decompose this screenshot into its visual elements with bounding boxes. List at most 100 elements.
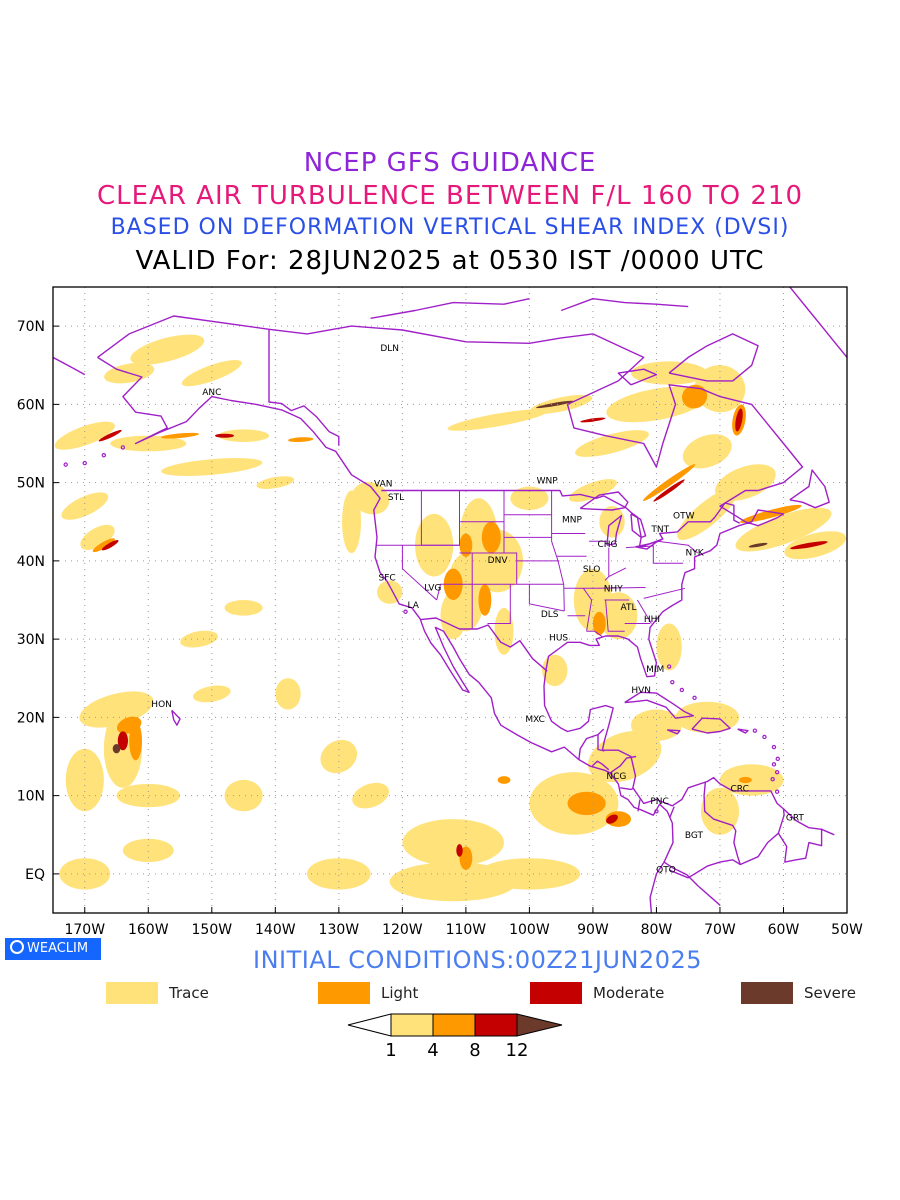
trace-area — [122, 838, 174, 863]
weaclim-badge: WEACLIM — [5, 938, 101, 960]
great-lakes-michigan — [606, 514, 623, 546]
greenland-coast — [788, 287, 847, 358]
station-otw: OTW — [673, 512, 695, 522]
lat-tick-label: 40N — [17, 554, 45, 570]
station-hhi: HHI — [644, 615, 660, 625]
moderate-area — [735, 408, 743, 432]
station-ncg: NCG — [606, 772, 626, 782]
lon-tick-label: 120W — [382, 922, 423, 938]
lat-tick-label: EQ — [25, 867, 45, 883]
trace-area — [447, 409, 548, 431]
station-hvn: HVN — [631, 686, 651, 696]
trace-area — [402, 819, 505, 867]
island — [762, 734, 767, 740]
light-area — [567, 791, 606, 816]
trace-area — [682, 434, 732, 469]
legend-label: Trace — [169, 984, 209, 1002]
colorbar-tick-label: 12 — [506, 1040, 529, 1061]
trace-area — [192, 685, 231, 703]
state-boundary — [652, 545, 684, 564]
station-dls: DLS — [541, 610, 559, 620]
colorbar-bin — [474, 1013, 518, 1037]
light-area — [592, 611, 606, 636]
trace-area — [351, 482, 390, 515]
trace-area — [735, 507, 832, 552]
trace-area — [494, 607, 514, 655]
state-boundary — [487, 584, 511, 624]
hudson-bay-islands — [617, 368, 658, 386]
station-mnp: MNP — [562, 516, 582, 526]
initial-conditions: INITIAL CONDITIONS:00Z21JUN2025 — [252, 946, 703, 974]
colombia-venezuela-border — [703, 781, 741, 865]
legend-swatch — [741, 982, 793, 1004]
island — [63, 462, 68, 467]
trace-area — [181, 359, 242, 387]
severe-area — [535, 400, 574, 409]
station-dnv: DNV — [488, 556, 509, 566]
island — [679, 687, 685, 693]
station-atl: ATL — [621, 603, 637, 613]
turbulence-field — [54, 334, 847, 902]
lat-tick-label: 10N — [17, 789, 45, 805]
station-la: LA — [408, 601, 420, 611]
trace-area — [59, 858, 111, 890]
colorbar-tick-label: 4 — [427, 1040, 438, 1061]
island — [654, 809, 659, 814]
moderate-area — [653, 479, 685, 502]
trace-area — [568, 479, 617, 502]
central-america-borders-5 — [637, 799, 641, 812]
trace-area — [342, 490, 361, 554]
station-crc: CRC — [731, 785, 749, 795]
light-area — [129, 721, 143, 761]
newfoundland — [789, 469, 830, 509]
state-boundary — [586, 630, 603, 638]
island — [82, 460, 87, 466]
panama-colombia-border — [669, 806, 675, 818]
state-boundary — [582, 588, 593, 632]
station-qto: QTO — [656, 865, 676, 875]
puerto-rico — [737, 728, 749, 734]
station-nyk: NYK — [686, 548, 705, 558]
lon-tick-label: 140W — [255, 922, 296, 938]
colorbar-tick-label: 8 — [469, 1040, 480, 1061]
trace-area — [478, 858, 581, 890]
lon-tick-label: 50W — [831, 922, 863, 938]
light-area — [160, 432, 200, 439]
legend-swatch — [530, 982, 582, 1004]
light-area — [288, 437, 314, 442]
us-mexico-border — [420, 617, 548, 672]
legend-label: Severe — [804, 984, 856, 1002]
trace-area — [542, 654, 568, 687]
title-valid-time: VALID For: 28JUN2025 at 0530 IST /0000 U… — [135, 246, 765, 276]
bering-coast — [53, 356, 86, 376]
light-area — [739, 776, 752, 784]
central-america-borders-2 — [591, 760, 610, 771]
legend-swatch — [318, 982, 370, 1004]
moderate-area — [215, 433, 234, 438]
title-model: NCEP GFS GUIDANCE — [303, 148, 597, 178]
state-boundary — [401, 545, 438, 601]
trace-area — [116, 783, 181, 808]
station-wnp: WNP — [537, 476, 559, 486]
island — [771, 762, 777, 767]
trace-area — [320, 739, 358, 774]
colorbar-low-end — [347, 1013, 392, 1037]
lon-tick-label: 130W — [319, 922, 360, 938]
arctic-islands-2 — [560, 298, 689, 312]
cuba — [624, 691, 694, 719]
island — [775, 756, 780, 762]
great-lakes-superior — [579, 491, 629, 511]
island — [774, 769, 780, 775]
political-boundaries — [53, 287, 847, 913]
logo-icon — [10, 940, 24, 954]
light-area — [92, 538, 115, 553]
lat-tick-label: 20N — [17, 710, 45, 726]
lon-tick-label: 110W — [446, 922, 487, 938]
pacific-coast — [97, 356, 674, 913]
colorbar-tick-label: 1 — [385, 1040, 396, 1061]
station-stl: STL — [388, 493, 404, 503]
station-grt: GRT — [786, 814, 805, 824]
colombia-ecuador-peru-border — [663, 861, 721, 906]
